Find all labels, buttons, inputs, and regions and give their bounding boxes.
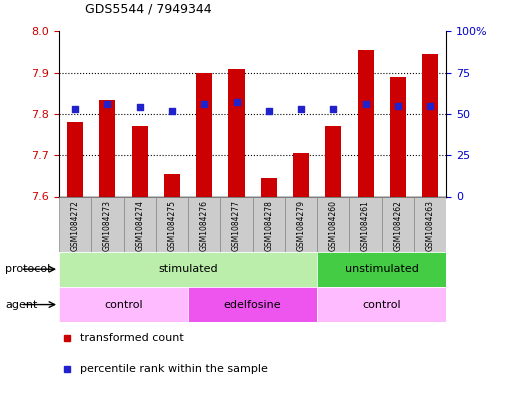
Bar bbox=[293, 153, 309, 196]
Bar bbox=[132, 127, 148, 196]
Point bbox=[135, 104, 144, 110]
Text: unstimulated: unstimulated bbox=[345, 264, 419, 274]
Bar bbox=[156, 196, 188, 252]
Point bbox=[200, 101, 208, 107]
Text: stimulated: stimulated bbox=[159, 264, 218, 274]
Bar bbox=[317, 196, 349, 252]
Bar bbox=[59, 196, 91, 252]
Point bbox=[329, 106, 338, 112]
Text: control: control bbox=[363, 299, 401, 310]
Bar bbox=[188, 196, 221, 252]
Bar bbox=[59, 287, 188, 322]
Point bbox=[71, 106, 79, 112]
Bar bbox=[188, 287, 317, 322]
Point bbox=[168, 108, 176, 114]
Bar bbox=[317, 287, 446, 322]
Text: percentile rank within the sample: percentile rank within the sample bbox=[81, 364, 268, 375]
Bar bbox=[252, 196, 285, 252]
Text: GDS5544 / 7949344: GDS5544 / 7949344 bbox=[85, 3, 211, 16]
Bar bbox=[67, 122, 83, 196]
Bar bbox=[358, 50, 373, 196]
Bar bbox=[196, 73, 212, 196]
Bar bbox=[422, 54, 438, 196]
Point bbox=[103, 101, 111, 107]
Bar bbox=[91, 196, 124, 252]
Bar bbox=[414, 196, 446, 252]
Bar bbox=[59, 252, 317, 287]
Bar bbox=[317, 252, 446, 287]
Bar bbox=[349, 196, 382, 252]
Point bbox=[426, 103, 435, 109]
Text: GSM1084279: GSM1084279 bbox=[297, 200, 306, 252]
Text: GSM1084272: GSM1084272 bbox=[71, 200, 80, 251]
Text: GSM1084278: GSM1084278 bbox=[264, 200, 273, 251]
Text: edelfosine: edelfosine bbox=[224, 299, 282, 310]
Bar bbox=[221, 196, 252, 252]
Bar bbox=[124, 196, 156, 252]
Text: protocol: protocol bbox=[5, 264, 50, 274]
Bar bbox=[100, 99, 115, 196]
Text: GSM1084263: GSM1084263 bbox=[426, 200, 435, 252]
Text: control: control bbox=[104, 299, 143, 310]
Bar bbox=[325, 127, 342, 196]
Point bbox=[394, 103, 402, 109]
Bar bbox=[382, 196, 414, 252]
Text: GSM1084262: GSM1084262 bbox=[393, 200, 402, 251]
Text: GSM1084261: GSM1084261 bbox=[361, 200, 370, 251]
Bar bbox=[228, 68, 245, 196]
Text: GSM1084273: GSM1084273 bbox=[103, 200, 112, 252]
Text: GSM1084277: GSM1084277 bbox=[232, 200, 241, 252]
Bar bbox=[164, 174, 180, 196]
Text: transformed count: transformed count bbox=[81, 333, 184, 343]
Text: GSM1084275: GSM1084275 bbox=[167, 200, 176, 252]
Point bbox=[265, 108, 273, 114]
Text: GSM1084260: GSM1084260 bbox=[329, 200, 338, 252]
Point bbox=[232, 99, 241, 106]
Text: GSM1084276: GSM1084276 bbox=[200, 200, 209, 252]
Bar bbox=[285, 196, 317, 252]
Bar bbox=[261, 178, 277, 196]
Text: agent: agent bbox=[5, 299, 37, 310]
Point bbox=[297, 106, 305, 112]
Point bbox=[362, 101, 370, 107]
Text: GSM1084274: GSM1084274 bbox=[135, 200, 144, 252]
Bar bbox=[390, 77, 406, 196]
